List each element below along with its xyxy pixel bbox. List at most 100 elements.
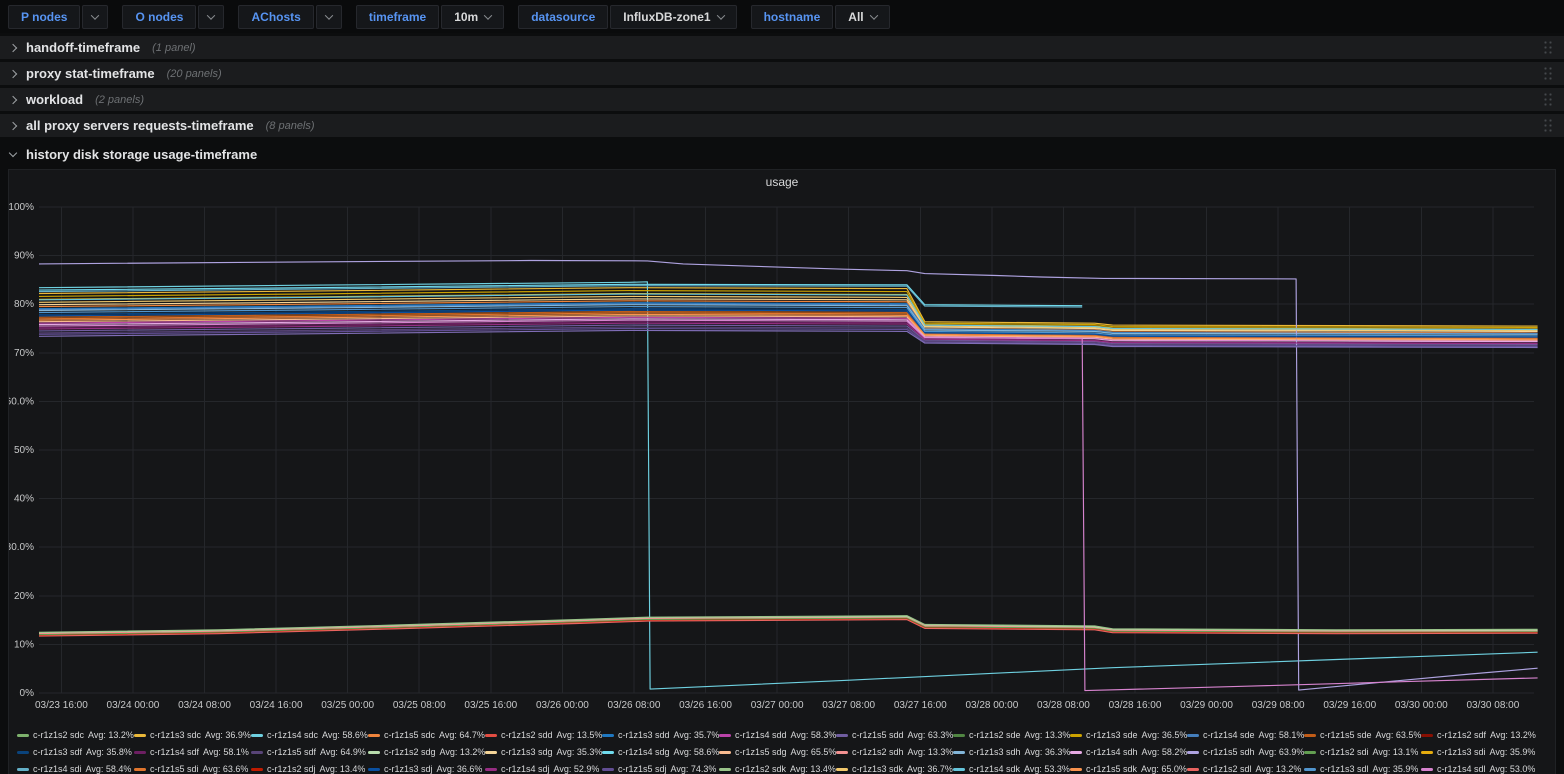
legend-item-c-r1z1s5-sdg[interactable]: c-r1z1s5 sdgAvg: 65.5%	[719, 744, 836, 761]
legend-item-c-r1z1s4-sdd[interactable]: c-r1z1s4 sddAvg: 58.3%	[719, 727, 836, 744]
legend-item-c-r1z1s2-sdf[interactable]: c-r1z1s2 sdfAvg: 13.2%	[1421, 727, 1538, 744]
series-color-marker-icon	[1304, 768, 1316, 771]
legend-item-c-r1z1s3-sdl[interactable]: c-r1z1s3 sdlAvg: 35.9%	[1304, 761, 1421, 774]
legend-item-c-r1z1s4-sde[interactable]: c-r1z1s4 sdeAvg: 58.1%	[1187, 727, 1304, 744]
legend-item-c-r1z1s3-sdg[interactable]: c-r1z1s3 sdgAvg: 35.3%	[485, 744, 602, 761]
legend-item-c-r1z1s3-sdk[interactable]: c-r1z1s3 sdk Avg: 36.7%	[836, 761, 953, 774]
chevron-down-icon	[9, 148, 17, 156]
legend-item-c-r1z1s2-sdj[interactable]: c-r1z1s2 sdjAvg: 13.4%	[251, 761, 368, 774]
legend-item-c-r1z1s5-sdf[interactable]: c-r1z1s5 sdfAvg: 64.9%	[251, 744, 368, 761]
chevron-down-icon	[716, 11, 724, 19]
series-color-marker-icon	[251, 768, 263, 771]
legend-series-name: c-r1z1s4 sdl	[1437, 761, 1486, 774]
series-color-marker-icon	[836, 734, 848, 737]
legend-series-avg: Avg: 36.7%	[907, 761, 953, 774]
drag-handle-icon[interactable]	[1543, 66, 1554, 82]
legend-item-c-r1z1s2-sde[interactable]: c-r1z1s2 sdeAvg: 13.3%	[953, 727, 1070, 744]
legend-item-c-r1z1s3-sdc[interactable]: c-r1z1s3 sdcAvg: 36.9%	[134, 727, 251, 744]
legend-item-c-r1z1s3-sde[interactable]: c-r1z1s3 sdeAvg: 36.5%	[1070, 727, 1187, 744]
x-tick-label: 03/27 08:00	[822, 700, 875, 711]
legend-series-name: c-r1z1s4 sdf	[150, 744, 199, 761]
legend-item-c-r1z1s4-sdg[interactable]: c-r1z1s4 sdgAvg: 58.6%	[602, 744, 719, 761]
y-tick-label: 70%	[14, 348, 34, 359]
hostname-select[interactable]: All	[835, 5, 889, 29]
legend-item-c-r1z1s3-sdd[interactable]: c-r1z1s3 sddAvg: 35.7%	[602, 727, 719, 744]
legend-item-c-r1z1s5-sdj[interactable]: c-r1z1s5 sdjAvg: 74.3%	[602, 761, 719, 774]
legend-item-c-r1z1s5-sdi[interactable]: c-r1z1s5 sdiAvg: 63.6%	[134, 761, 251, 774]
legend-item-c-r1z1s2-sdc[interactable]: c-r1z1s2 sdcAvg: 13.2%	[17, 727, 134, 744]
o-nodes-dropdown-button[interactable]	[198, 5, 224, 29]
series-color-marker-icon	[1304, 751, 1316, 754]
legend-series-name: c-r1z1s3 sdh	[969, 744, 1021, 761]
hostname-value: All	[848, 10, 863, 24]
o-nodes-label: O nodes	[135, 10, 183, 24]
legend-item-c-r1z1s4-sdk[interactable]: c-r1z1s4 sdkAvg: 53.3%	[953, 761, 1070, 774]
legend-item-c-r1z1s3-sdf[interactable]: c-r1z1s3 sdfAvg: 35.8%	[17, 744, 134, 761]
achosts-dropdown-button[interactable]	[316, 5, 342, 29]
legend-series-avg: Avg: 64.9%	[320, 744, 366, 761]
legend-item-c-r1z1s3-sdj[interactable]: c-r1z1s3 sdjAvg: 36.6%	[368, 761, 485, 774]
drag-handle-icon[interactable]	[1543, 40, 1554, 56]
series-color-marker-icon	[1304, 734, 1316, 737]
o-nodes-picker[interactable]: O nodes	[122, 5, 196, 29]
legend-series-avg: Avg: 52.9%	[554, 761, 600, 774]
timeframe-select[interactable]: 10m	[441, 5, 504, 29]
legend-series-avg: Avg: 58.4%	[86, 761, 132, 774]
legend-series-avg: Avg: 53.3%	[1024, 761, 1070, 774]
legend-item-c-r1z1s2-sdk[interactable]: c-r1z1s2 sdkAvg: 13.4%	[719, 761, 836, 774]
chevron-down-icon	[91, 11, 99, 19]
legend-series-name: c-r1z1s2 sdh	[852, 744, 904, 761]
legend-item-c-r1z1s5-sdd[interactable]: c-r1z1s5 sddAvg: 63.3%	[836, 727, 953, 744]
row-handoff-timeframe[interactable]: handoff-timeframe (1 panel)	[0, 36, 1564, 59]
legend-item-c-r1z1s3-sdi[interactable]: c-r1z1s3 sdiAvg: 35.9%	[1421, 744, 1538, 761]
legend-series-name: c-r1z1s3 sdk	[852, 761, 903, 774]
legend-item-c-r1z1s2-sdi[interactable]: c-r1z1s2 sdiAvg: 13.1%	[1304, 744, 1421, 761]
drag-handle-icon[interactable]	[1543, 92, 1554, 108]
legend-series-avg: Avg: 13.4%	[320, 761, 366, 774]
legend-item-c-r1z1s4-sdl[interactable]: c-r1z1s4 sdlAvg: 53.0%	[1421, 761, 1538, 774]
legend-item-c-r1z1s5-sdc[interactable]: c-r1z1s5 sdcAvg: 64.7%	[368, 727, 485, 744]
dashboard-rows: handoff-timeframe (1 panel) proxy stat-t…	[0, 36, 1564, 163]
legend-item-c-r1z1s2-sdl[interactable]: c-r1z1s2 sdlAvg: 13.2%	[1187, 761, 1304, 774]
legend-item-c-r1z1s2-sdh[interactable]: c-r1z1s2 sdhAvg: 13.3%	[836, 744, 953, 761]
legend-series-name: c-r1z1s4 sdh	[1086, 744, 1138, 761]
legend-item-c-r1z1s2-sdg[interactable]: c-r1z1s2 sdgAvg: 13.2%	[368, 744, 485, 761]
legend-item-c-r1z1s4-sdh[interactable]: c-r1z1s4 sdhAvg: 58.2%	[1070, 744, 1187, 761]
achosts-picker[interactable]: AChosts	[238, 5, 313, 29]
legend-item-c-r1z1s4-sdj[interactable]: c-r1z1s4 sdj Avg: 52.9%	[485, 761, 602, 774]
panel-title[interactable]: usage	[9, 170, 1555, 194]
legend-item-c-r1z1s5-sde[interactable]: c-r1z1s5 sdeAvg: 63.5%	[1304, 727, 1421, 744]
series-color-marker-icon	[1421, 751, 1433, 754]
legend-item-c-r1z1s3-sdh[interactable]: c-r1z1s3 sdhAvg: 36.3%	[953, 744, 1070, 761]
x-tick-label: 03/27 00:00	[751, 700, 804, 711]
legend-series-name: c-r1z1s4 sde	[1203, 727, 1255, 744]
legend-series-name: c-r1z1s4 sdj	[501, 761, 550, 774]
legend-item-c-r1z1s4-sdc[interactable]: c-r1z1s4 sdcAvg: 58.6%	[251, 727, 368, 744]
dashboard-toolbar: P nodes O nodes AChosts timeframe 10m	[0, 0, 1564, 33]
p-nodes-dropdown-button[interactable]	[82, 5, 108, 29]
legend-item-c-r1z1s5-sdh[interactable]: c-r1z1s5 sdhAvg: 63.9%	[1187, 744, 1304, 761]
legend-item-c-r1z1s4-sdi[interactable]: c-r1z1s4 sdi Avg: 58.4%	[17, 761, 134, 774]
datasource-select[interactable]: InfluxDB-zone1	[610, 5, 736, 29]
series-color-marker-icon	[485, 768, 497, 771]
legend-series-avg: Avg: 35.3%	[557, 744, 603, 761]
legend-item-c-r1z1s4-sdf[interactable]: c-r1z1s4 sdfAvg: 58.1%	[134, 744, 251, 761]
legend-series-avg: Avg: 64.7%	[439, 727, 485, 744]
legend-series-avg: Avg: 35.9%	[1490, 744, 1536, 761]
legend-series-name: c-r1z1s4 sdd	[735, 727, 787, 744]
drag-handle-icon[interactable]	[1543, 118, 1554, 134]
legend-series-name: c-r1z1s4 sdi	[33, 761, 82, 774]
legend-series-name: c-r1z1s3 sdg	[501, 744, 553, 761]
p-nodes-picker[interactable]: P nodes	[8, 5, 80, 29]
series-color-marker-icon	[134, 734, 146, 737]
row-workload[interactable]: workload (2 panels)	[0, 88, 1564, 111]
row-history-disk-storage-usage-timeframe[interactable]: history disk storage usage-timeframe	[0, 145, 1564, 163]
legend-item-c-r1z1s2-sdd[interactable]: c-r1z1s2 sddAvg: 13.5%	[485, 727, 602, 744]
legend-series-name: c-r1z1s4 sdc	[267, 727, 318, 744]
y-tick-label: 60.0%	[9, 396, 34, 407]
x-tick-label: 03/30 00:00	[1395, 700, 1448, 711]
row-proxy-stat-timeframe[interactable]: proxy stat-timeframe (20 panels)	[0, 62, 1564, 85]
legend-item-c-r1z1s5-sdk[interactable]: c-r1z1s5 sdkAvg: 65.0%	[1070, 761, 1187, 774]
row-all-proxy-servers-requests-timeframe[interactable]: all proxy servers requests-timeframe (8 …	[0, 114, 1564, 137]
y-tick-label: 30.0%	[9, 542, 34, 553]
